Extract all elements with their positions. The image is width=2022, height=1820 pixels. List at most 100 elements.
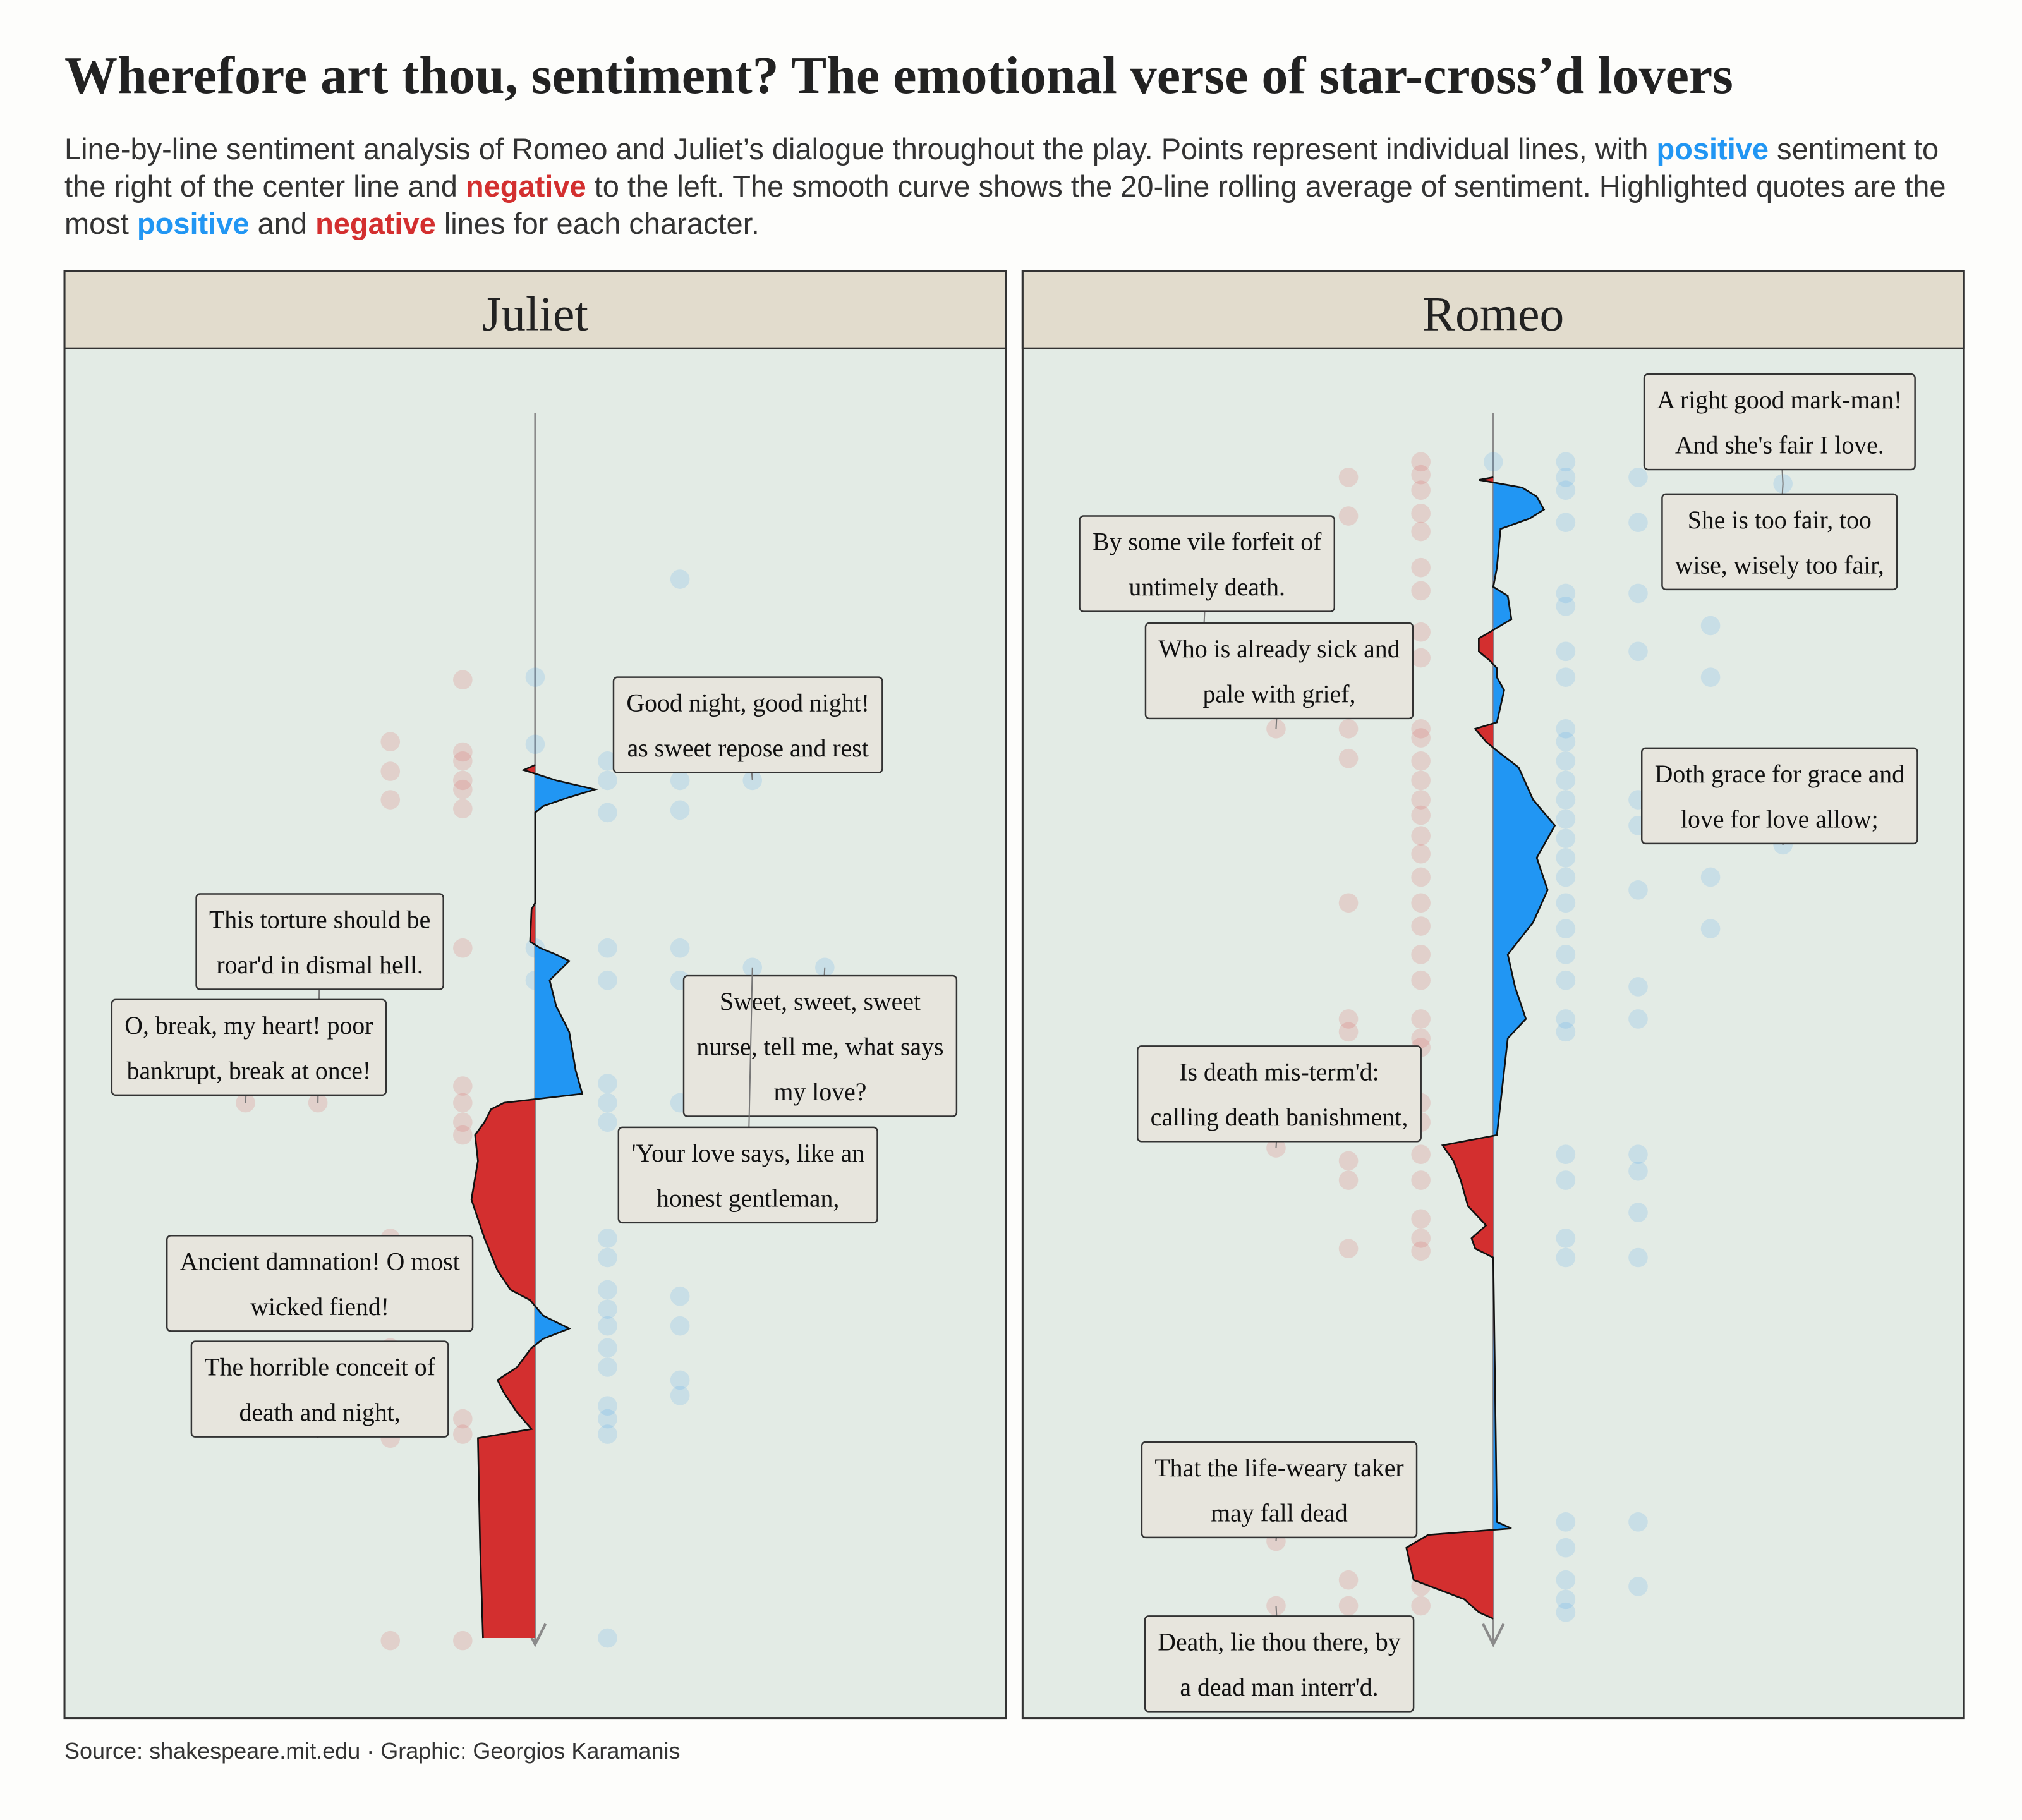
point bbox=[1556, 828, 1576, 849]
point bbox=[1628, 583, 1648, 604]
annotation: Good night, good night! as sweet repose a… bbox=[612, 676, 883, 774]
rolling-line bbox=[470, 764, 599, 1639]
title: Wherefore art thou, sentiment? The emoti… bbox=[64, 46, 1733, 105]
point bbox=[1411, 557, 1431, 578]
point bbox=[670, 1286, 690, 1306]
panel-header bbox=[1021, 270, 1965, 349]
point bbox=[598, 803, 617, 823]
point bbox=[1556, 719, 1576, 739]
point bbox=[1338, 1170, 1359, 1190]
point bbox=[453, 751, 473, 771]
annotation-text: roar'd in dismal hell. bbox=[216, 951, 423, 979]
point bbox=[598, 1409, 617, 1429]
point bbox=[598, 751, 617, 771]
annotation-text: honest gentleman, bbox=[657, 1184, 839, 1212]
annotation-box bbox=[1661, 493, 1898, 591]
point bbox=[1556, 1512, 1576, 1532]
point bbox=[1411, 1209, 1431, 1229]
point bbox=[1411, 1596, 1431, 1616]
point bbox=[453, 1424, 473, 1444]
annotation-text: And she's fair I love. bbox=[1675, 432, 1884, 459]
point bbox=[1556, 945, 1576, 964]
point bbox=[1556, 1170, 1576, 1190]
annotation-text: Ancient damnation! O most bbox=[180, 1247, 460, 1275]
point bbox=[1556, 452, 1576, 472]
point bbox=[453, 670, 473, 690]
point bbox=[1556, 667, 1576, 687]
annotation-box bbox=[195, 893, 444, 990]
annotation-text: as sweet repose and rest bbox=[627, 734, 869, 762]
rolling-line bbox=[1405, 476, 1556, 1620]
annotation-text: The horrible conceit of bbox=[204, 1354, 435, 1381]
panel-title: Romeo bbox=[1422, 287, 1564, 341]
point bbox=[1411, 945, 1431, 964]
point bbox=[1411, 1170, 1431, 1190]
annotation-text: pale with grief, bbox=[1203, 680, 1356, 708]
point bbox=[1411, 970, 1431, 990]
annotation: The horrible conceit of death and night, bbox=[190, 1340, 449, 1438]
point bbox=[1556, 893, 1576, 913]
point bbox=[380, 732, 401, 751]
point bbox=[1556, 732, 1576, 751]
point bbox=[1411, 452, 1431, 472]
point bbox=[1556, 1570, 1576, 1590]
annotation-text: She is too fair, too bbox=[1688, 506, 1872, 534]
annotation-box bbox=[612, 676, 883, 774]
point bbox=[1628, 1512, 1648, 1532]
annotation-text: my love? bbox=[773, 1078, 866, 1106]
subtitle-text: Line-by-line sentiment analysis of Romeo… bbox=[64, 132, 1657, 166]
annotation-text: may fall dead bbox=[1211, 1499, 1348, 1527]
annotation-box bbox=[617, 1126, 878, 1224]
subtitle-text: lines for each character. bbox=[435, 207, 760, 240]
point bbox=[598, 1299, 617, 1319]
annotation-text: nurse, tell me, what says bbox=[696, 1033, 943, 1061]
point bbox=[1628, 513, 1648, 533]
point bbox=[670, 569, 690, 589]
point bbox=[1556, 848, 1576, 868]
point bbox=[1556, 867, 1576, 887]
annotation-box bbox=[1640, 747, 1918, 845]
annotation: O, break, my heart! poor bankrupt, break … bbox=[111, 998, 387, 1096]
point bbox=[1411, 1144, 1431, 1165]
point bbox=[1338, 1596, 1359, 1616]
annotation-text: Death, lie thou there, by bbox=[1158, 1628, 1401, 1656]
panel-title: Juliet bbox=[482, 287, 588, 341]
point bbox=[1556, 1589, 1576, 1610]
point bbox=[380, 790, 401, 810]
point bbox=[453, 779, 473, 799]
annotation-text: Is death mis-term'd: bbox=[1179, 1058, 1379, 1086]
point bbox=[1556, 1538, 1576, 1558]
annotation-text: This torture should be bbox=[209, 906, 430, 934]
point bbox=[598, 1396, 617, 1416]
center-arrow bbox=[1482, 1623, 1505, 1647]
subtitle: Line-by-line sentiment analysis of Romeo… bbox=[64, 130, 1966, 242]
point bbox=[453, 1093, 473, 1113]
point bbox=[1411, 464, 1431, 485]
annotation-text: a dead man interr'd. bbox=[1180, 1673, 1378, 1701]
point bbox=[1338, 1239, 1359, 1259]
annotation-text: Sweet, sweet, sweet bbox=[720, 988, 921, 1016]
annotation-text: A right good mark-man! bbox=[1657, 386, 1902, 414]
point bbox=[670, 1316, 690, 1336]
source: Source: shakespeare.mit.edu · Graphic: G… bbox=[64, 1738, 681, 1764]
point bbox=[453, 1076, 473, 1096]
annotation: Who is already sick and pale with grief, bbox=[1144, 622, 1414, 720]
point bbox=[1556, 790, 1576, 810]
point bbox=[1483, 452, 1503, 472]
point bbox=[1411, 805, 1431, 825]
subtitle-highlight: negative bbox=[465, 169, 586, 203]
point bbox=[1556, 513, 1576, 533]
annotation-box bbox=[190, 1340, 449, 1438]
point bbox=[1556, 919, 1576, 938]
annotation-text: wise, wisely too fair, bbox=[1675, 551, 1884, 579]
annotation: 'Your love says, like an honest gentleman… bbox=[617, 1126, 878, 1224]
annotation-text: Good night, good night! bbox=[626, 689, 869, 717]
point bbox=[1338, 1151, 1359, 1171]
point bbox=[670, 938, 690, 958]
subtitle-text: and bbox=[249, 207, 316, 240]
point bbox=[1700, 667, 1721, 687]
point bbox=[453, 770, 473, 791]
point bbox=[453, 1409, 473, 1429]
point bbox=[1411, 1009, 1431, 1029]
point bbox=[598, 770, 617, 791]
